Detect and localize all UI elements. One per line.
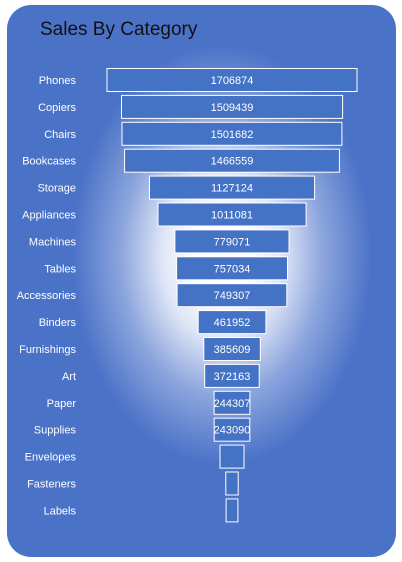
category-label-fasteners: Fasteners <box>27 479 76 491</box>
category-label-labels: Labels <box>44 505 77 517</box>
value-label-phones: 1706874 <box>211 75 254 87</box>
value-label-accessories: 749307 <box>214 290 251 302</box>
value-label-chairs: 1501682 <box>211 129 254 141</box>
category-label-envelopes: Envelopes <box>25 452 77 464</box>
category-label-appliances: Appliances <box>22 210 76 222</box>
funnel-bar-art <box>204 363 260 388</box>
funnel-bar-paper <box>213 390 251 415</box>
category-label-tables: Tables <box>44 263 76 275</box>
value-label-binders: 461952 <box>214 317 251 329</box>
funnel-bar-furnishings <box>203 337 261 361</box>
funnel-bar-envelopes <box>219 444 245 469</box>
funnel-chart: Phones 1706874 Copiers 1509439 Chairs 1501682… <box>17 68 358 523</box>
funnel-bar-phones <box>106 68 358 92</box>
value-label-copiers: 1509439 <box>211 102 254 114</box>
value-label-art: 372163 <box>214 371 251 383</box>
funnel-bar-binders <box>197 310 267 335</box>
funnel-bar-chairs <box>121 121 343 146</box>
value-label-paper: 244307 <box>214 398 251 410</box>
category-label-chairs: Chairs <box>44 129 76 141</box>
value-label-appliances: 1011081 <box>211 210 253 222</box>
category-label-phones: Phones <box>39 75 77 87</box>
value-label-bookcases: 1466559 <box>211 156 254 168</box>
category-label-machines: Machines <box>29 236 77 248</box>
funnel-bar-appliances <box>157 202 307 227</box>
category-label-bookcases: Bookcases <box>22 156 76 168</box>
funnel-bar-tables <box>176 256 289 281</box>
funnel-bar-accessories <box>176 283 288 308</box>
category-label-accessories: Accessories <box>17 290 77 302</box>
category-label-art: Art <box>62 371 76 383</box>
funnel-bar-supplies <box>213 417 251 442</box>
chart-title: Sales By Category <box>40 19 198 40</box>
value-label-tables: 757034 <box>214 263 251 275</box>
value-label-machines: 779071 <box>214 236 251 248</box>
value-label-furnishings: 385609 <box>214 344 251 356</box>
category-label-furnishings: Furnishings <box>19 344 76 356</box>
category-label-binders: Binders <box>39 317 77 329</box>
funnel-bar-machines <box>174 229 290 254</box>
value-label-supplies: 243090 <box>214 425 251 437</box>
funnel-bar-labels <box>225 498 239 523</box>
funnel-bar-storage <box>149 175 316 200</box>
funnel-bar-fasteners <box>225 471 239 496</box>
category-label-storage: Storage <box>37 183 76 195</box>
category-label-paper: Paper <box>47 398 77 410</box>
funnel-bar-bookcases <box>124 148 340 173</box>
value-label-storage: 1127124 <box>211 183 253 195</box>
chart-card: Sales By Category Phones 1706874 Copiers 15… <box>7 5 396 557</box>
category-label-supplies: Supplies <box>34 425 77 437</box>
funnel-bar-copiers <box>121 94 344 119</box>
category-label-copiers: Copiers <box>38 102 76 114</box>
